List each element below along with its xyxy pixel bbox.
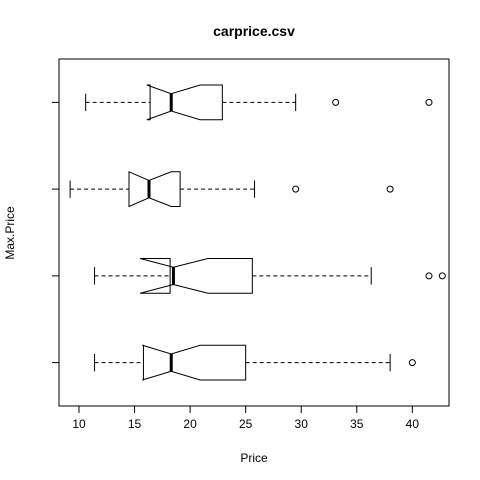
- x-tick-label: 15: [128, 417, 142, 431]
- notched-box: [139, 258, 253, 294]
- outlier-point: [438, 272, 446, 280]
- box-group: [85, 84, 433, 121]
- x-tick-label: 10: [72, 417, 86, 431]
- outlier-point: [386, 185, 394, 193]
- x-tick-label: 20: [183, 417, 197, 431]
- notched-box: [128, 171, 181, 208]
- x-tick-label: 25: [239, 417, 253, 431]
- x-tick-label: 40: [406, 417, 420, 431]
- outlier-point: [425, 272, 433, 280]
- y-axis-label: Max.Price: [3, 206, 17, 260]
- outlier-point: [425, 98, 433, 106]
- outlier-point: [332, 98, 340, 106]
- outlier-point: [408, 359, 416, 367]
- x-tick-label: 30: [295, 417, 309, 431]
- box-group: [69, 171, 394, 208]
- box-group: [94, 344, 416, 381]
- box-group: [94, 258, 446, 294]
- x-tick-label: 35: [350, 417, 364, 431]
- notched-box: [142, 344, 247, 381]
- boxes: [69, 84, 446, 381]
- notched-box: [146, 84, 223, 121]
- chart-title: carprice.csv: [213, 23, 295, 39]
- y-axis: [52, 101, 59, 364]
- x-axis-label: Price: [240, 451, 268, 465]
- outlier-point: [292, 185, 300, 193]
- plot-frame: [58, 58, 450, 407]
- x-axis: 10 15 20 25 30 35 40: [72, 406, 419, 431]
